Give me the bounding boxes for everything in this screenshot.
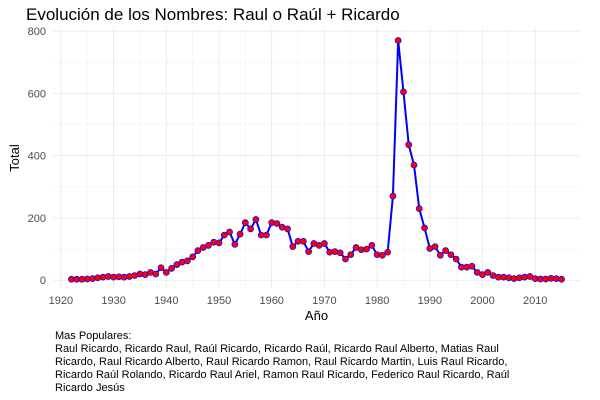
series-layer xyxy=(68,37,565,283)
data-point xyxy=(405,141,413,149)
data-point xyxy=(231,241,239,248)
data-point xyxy=(152,270,160,278)
data-point xyxy=(421,224,428,232)
caption-title: Mas Populares: xyxy=(55,330,132,342)
data-point xyxy=(215,239,223,247)
data-point xyxy=(299,237,307,245)
x-tick-label: 1920 xyxy=(49,295,73,307)
data-point xyxy=(168,265,175,272)
data-point xyxy=(394,37,402,44)
data-point xyxy=(384,248,391,256)
x-tick-label: 2010 xyxy=(523,295,547,307)
data-point xyxy=(389,192,397,200)
data-point xyxy=(558,275,565,283)
data-point xyxy=(468,262,476,270)
data-point xyxy=(273,220,281,227)
chart-title: Evolución de los Nombres: Raul o Raúl + … xyxy=(26,5,400,24)
x-tick-label: 1960 xyxy=(259,295,283,307)
y-tick-label: 400 xyxy=(28,151,46,163)
y-tick-label: 200 xyxy=(28,213,46,225)
data-point xyxy=(452,255,460,263)
data-point xyxy=(410,161,418,169)
data-point xyxy=(263,231,270,239)
data-point xyxy=(242,219,249,226)
x-tick-label: 2000 xyxy=(470,295,494,307)
y-tick-label: 600 xyxy=(28,88,46,100)
data-point xyxy=(194,247,202,254)
data-point xyxy=(226,228,233,236)
data-point xyxy=(220,231,228,239)
data-point xyxy=(415,205,423,212)
data-point xyxy=(379,251,386,259)
data-point xyxy=(368,241,376,249)
data-point xyxy=(436,251,444,259)
data-point xyxy=(162,269,170,276)
data-point xyxy=(321,240,328,247)
data-point xyxy=(442,247,449,254)
data-point xyxy=(347,251,355,259)
axis-layer: 1920 1930 1940 1950 1960 1970 1980 1990 2000 2010… xyxy=(28,26,548,307)
data-point xyxy=(289,243,297,250)
data-point xyxy=(336,249,344,257)
data-point xyxy=(173,261,181,268)
x-tick-label: 1970 xyxy=(312,295,336,307)
y-axis-title: Total xyxy=(7,144,22,172)
data-point xyxy=(305,248,312,255)
data-point xyxy=(189,253,197,261)
y-tick-label: 800 xyxy=(28,26,46,38)
x-tick-label: 1930 xyxy=(101,295,125,307)
data-point xyxy=(284,225,291,233)
x-tick-label: 1990 xyxy=(418,295,442,307)
x-tick-label: 1950 xyxy=(207,295,231,307)
data-point xyxy=(247,225,254,233)
grid-layer xyxy=(53,28,580,288)
data-point xyxy=(157,264,165,272)
data-point xyxy=(484,269,492,276)
caption: Mas Populares: Raul Ricardo, Ricardo Rau… xyxy=(55,330,525,395)
data-point xyxy=(236,230,244,238)
data-point xyxy=(447,251,455,259)
data-point xyxy=(431,243,439,250)
data-point xyxy=(252,216,260,223)
y-tick-label: 0 xyxy=(40,275,46,287)
data-point xyxy=(205,241,212,249)
caption-text: Raul Ricardo, Ricardo Raul, Raúl Ricardo… xyxy=(55,343,510,394)
x-tick-label: 1940 xyxy=(154,295,178,307)
x-axis-title: Año xyxy=(305,308,328,323)
data-point xyxy=(400,88,407,96)
data-point xyxy=(184,257,191,265)
data-point xyxy=(342,255,349,263)
data-point xyxy=(363,245,370,253)
x-tick-label: 1980 xyxy=(365,295,389,307)
